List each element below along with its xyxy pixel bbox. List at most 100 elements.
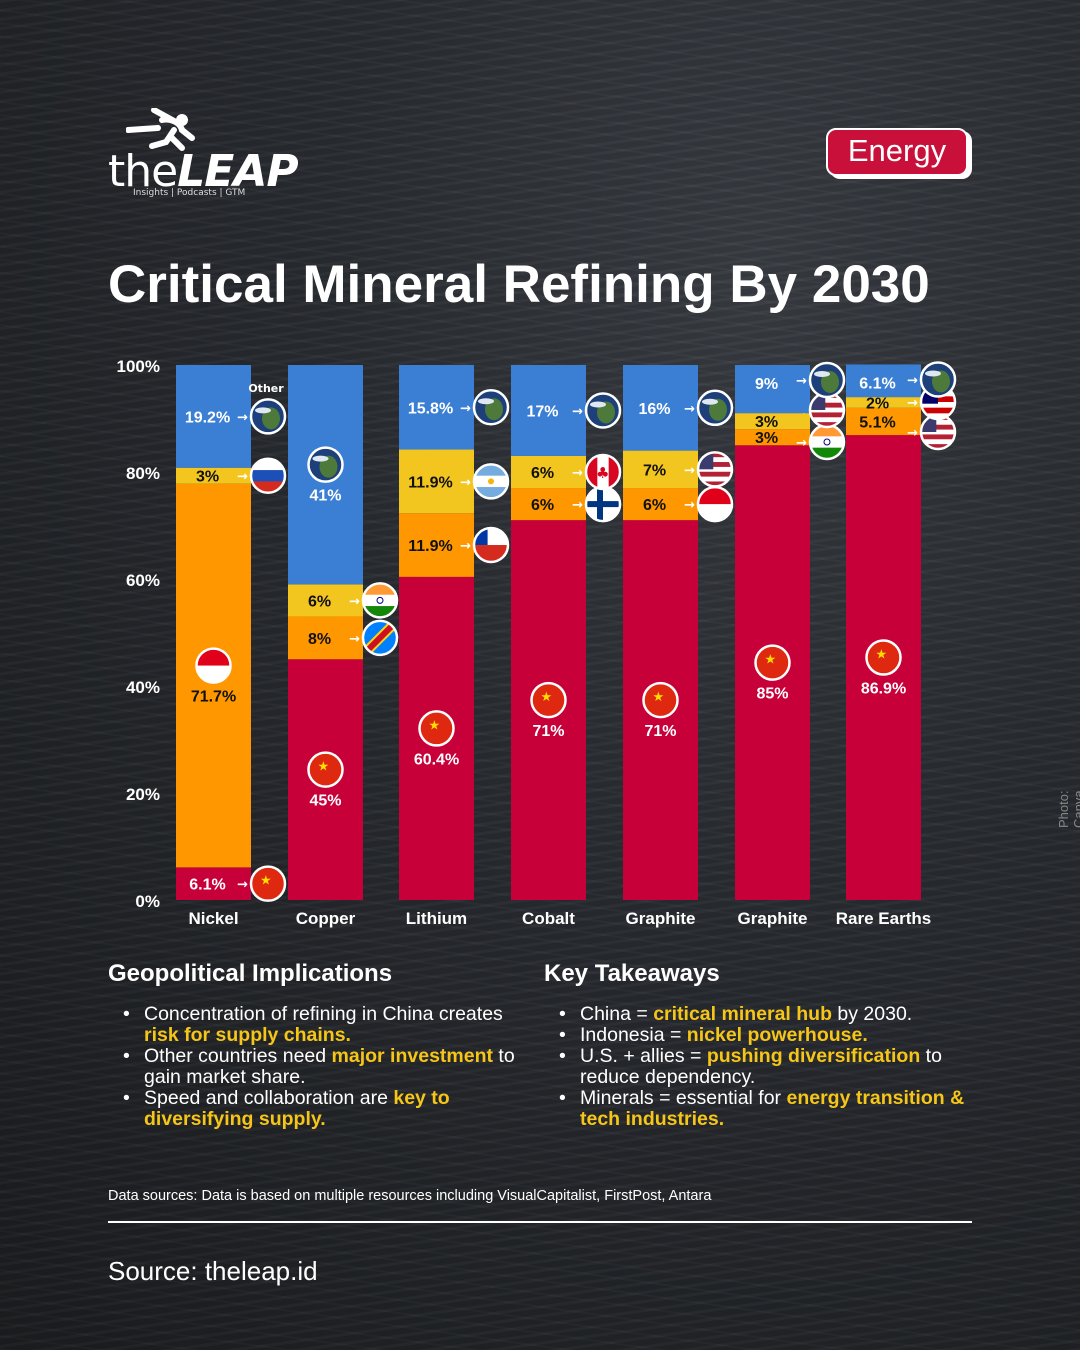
leaping-figure-icon — [126, 108, 195, 151]
flag-china-icon — [307, 751, 344, 788]
bar-segment — [846, 364, 921, 398]
flag-border — [808, 361, 846, 399]
cloud — [478, 398, 494, 405]
arrow-icon: → — [572, 404, 583, 419]
category-badge: Energy — [826, 128, 968, 176]
stripe — [597, 455, 610, 489]
bar-segment — [623, 450, 698, 489]
stripe — [921, 444, 955, 449]
stripe — [474, 487, 508, 499]
segment-label: 3% — [755, 430, 778, 447]
flag-globe-icon — [307, 446, 344, 483]
bar-segment — [511, 365, 586, 456]
flag-fill — [196, 648, 231, 683]
flag-globe-icon — [919, 361, 957, 398]
flag-border — [249, 865, 287, 902]
bar-segment — [399, 449, 474, 514]
segment-label: 15.8% — [408, 400, 453, 417]
cloud — [312, 455, 329, 462]
stripe — [251, 481, 285, 493]
bar-graphite: 85%→3%→3%→9% — [735, 365, 810, 900]
flag-border — [418, 710, 455, 747]
flag-china-icon — [418, 710, 455, 747]
takeaway-item: Indonesia = nickel powerhouse. — [544, 1025, 984, 1047]
flag-border — [472, 526, 510, 564]
arrow-icon: → — [796, 436, 807, 451]
segment-label: 6.1% — [859, 375, 895, 392]
flag-canada-icon — [584, 453, 622, 491]
flag-globe-icon — [808, 361, 846, 399]
x-category-label: Rare Earths — [836, 909, 931, 928]
flag-dr-congo-icon — [361, 619, 399, 657]
segment-label: 6% — [531, 465, 554, 482]
segment-label: 3% — [755, 414, 778, 431]
takeaway-item: Minerals = essential for energy transiti… — [544, 1088, 984, 1130]
stripe — [810, 425, 844, 437]
arrow-icon: → — [237, 470, 248, 485]
stripe — [363, 583, 397, 596]
cloud — [814, 371, 830, 377]
flag-fill — [698, 487, 732, 522]
bar-segment — [623, 365, 698, 451]
x-category-label: Nickel — [188, 909, 238, 928]
flag-border — [307, 751, 344, 788]
segment-label: 2% — [866, 395, 889, 412]
y-tick-label: 0% — [135, 892, 160, 911]
flag-border — [696, 451, 734, 488]
flag-border — [249, 457, 287, 494]
stripe — [921, 424, 955, 431]
flag-border — [584, 392, 622, 429]
stripe — [251, 470, 285, 482]
bar-rare-earths: 86.9% → 5.1% → 2% → 6.1% — [846, 364, 921, 900]
x-category-label: Graphite — [738, 909, 808, 928]
star: ★ — [260, 874, 272, 889]
implications-section: Geopolitical Implications Concentration … — [108, 960, 528, 1130]
bar-graphite: 71% → 6% → 7% → 16% — [623, 365, 698, 900]
y-tick-label: 40% — [126, 678, 160, 697]
flag-argentina-icon — [472, 463, 510, 500]
flag-border — [361, 619, 399, 657]
arrow-icon: → — [907, 373, 918, 388]
flag-china-icon — [642, 681, 679, 719]
flag-border — [696, 389, 734, 427]
bar-segment — [735, 429, 810, 446]
stripe — [698, 476, 732, 482]
takeaway-item: China = critical mineral hub by 2030. — [544, 1004, 984, 1026]
flag-border — [472, 463, 510, 500]
takeaways-heading: Key Takeaways — [544, 960, 720, 987]
stripe — [608, 455, 620, 489]
segment-label: 16% — [638, 401, 670, 418]
stripe — [474, 545, 508, 563]
stripe — [196, 648, 231, 667]
flag-border — [361, 582, 399, 619]
cloud — [702, 398, 718, 405]
arrow-icon: → — [572, 498, 583, 513]
flag-russia-icon — [249, 457, 287, 494]
flag-india-icon — [361, 582, 399, 619]
flag-fill — [586, 455, 620, 489]
stripe — [251, 458, 285, 471]
arrow-icon: → — [907, 426, 918, 441]
y-tick-label: 80% — [126, 464, 160, 483]
stripe — [810, 422, 844, 427]
bar-copper: 45% → 8% → 6% 41% — [288, 365, 363, 900]
flag-globe-icon — [696, 389, 734, 427]
y-tick-label: 100% — [117, 357, 160, 376]
stripe — [921, 439, 955, 445]
flag-border — [584, 453, 622, 491]
stripe — [810, 436, 844, 449]
flag-border — [472, 389, 510, 426]
star: ★ — [429, 718, 441, 733]
flag-indonesia-icon — [195, 647, 232, 684]
flag-border — [865, 639, 902, 676]
stripe — [698, 466, 732, 473]
flag-border — [195, 647, 232, 684]
flag-fill — [810, 425, 844, 459]
segment-label: 6% — [308, 593, 331, 610]
segment-label: 86.9% — [861, 681, 906, 698]
bar-segment — [846, 397, 921, 408]
implications-list: Concentration of refining in China creat… — [108, 1004, 528, 1130]
takeaways-section: Key Takeaways China = critical mineral h… — [544, 960, 984, 1130]
bar-segment — [399, 365, 474, 450]
takeaways-list: China = critical mineral hub by 2030.Ind… — [544, 1004, 984, 1130]
